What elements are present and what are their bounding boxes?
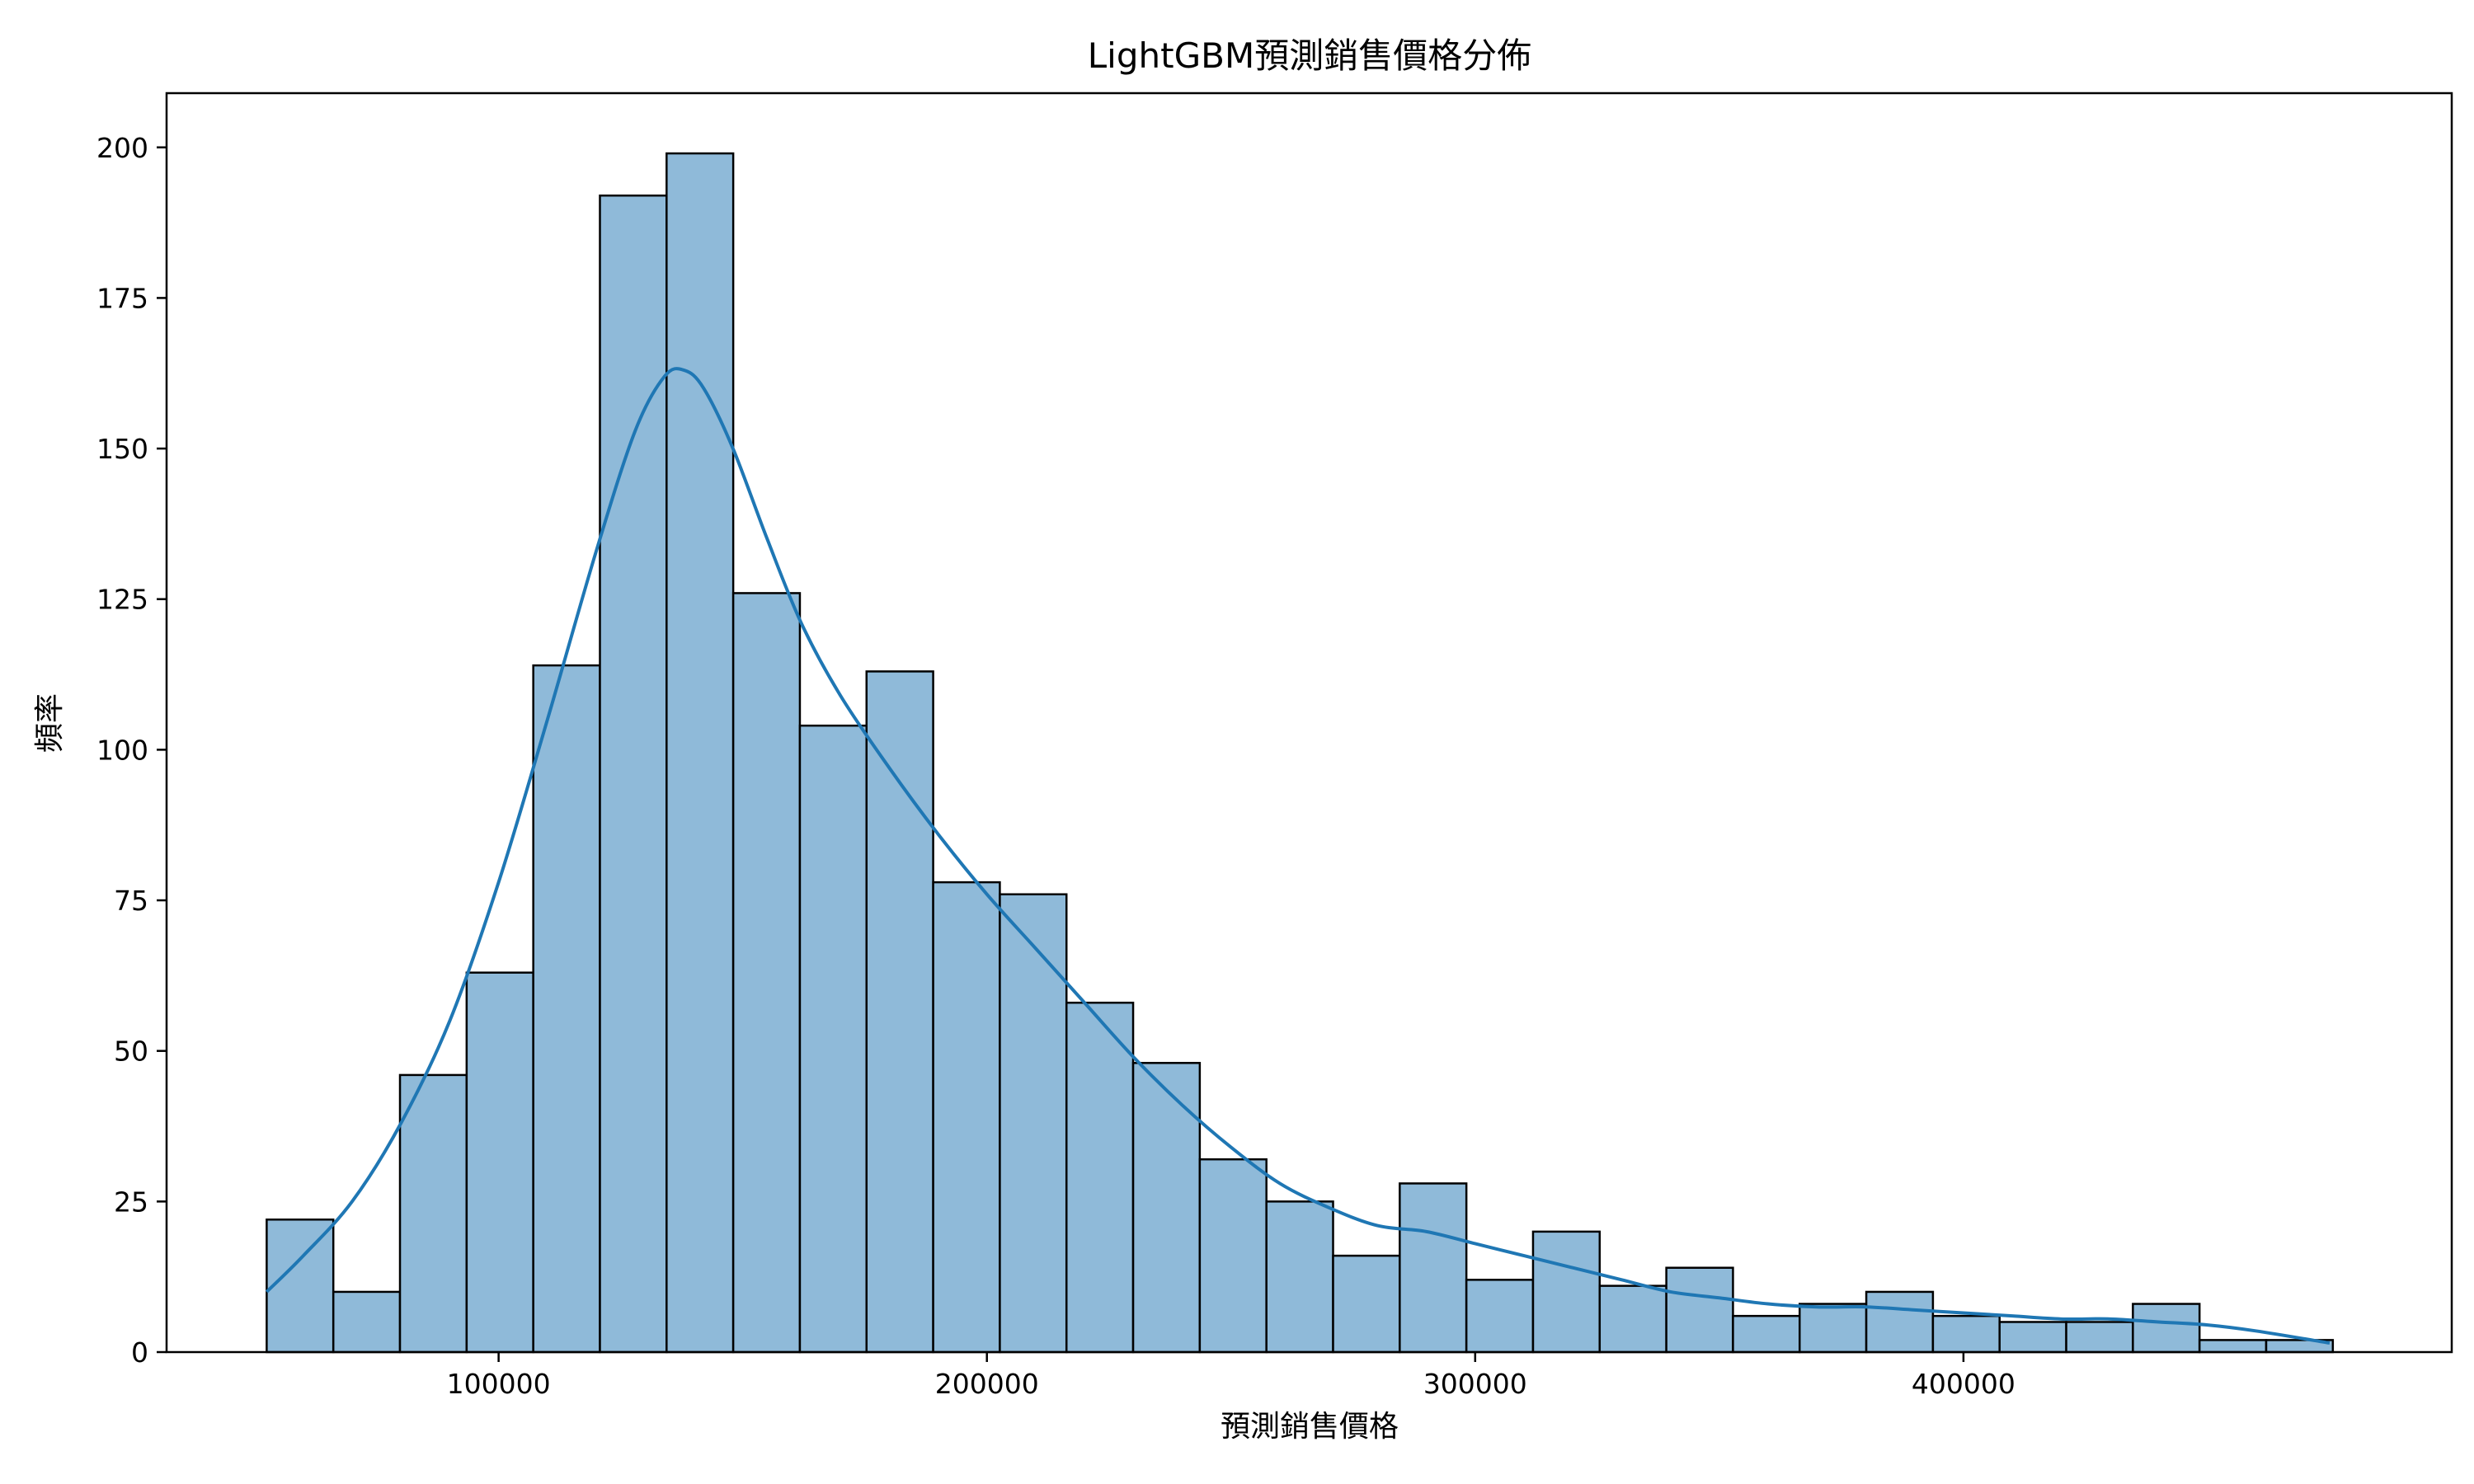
histogram-bar [1799,1303,1868,1354]
histogram-bar [1265,1200,1334,1354]
histogram-bar [599,194,668,1354]
y-tick-label: 25 [114,1186,148,1218]
histogram-bar [1065,1001,1135,1354]
x-axis-label: 預測銷售價格 [1221,1410,1399,1444]
histogram-bar [1465,1279,1535,1354]
histogram-bar [1931,1314,2001,1354]
histogram-bar [532,664,601,1354]
kde-group [265,367,2331,1345]
y-tick-label: 100 [96,734,148,766]
y-tick-label: 200 [96,132,148,164]
y-axis-label: 頻率 [33,693,67,753]
x-tick-label: 400000 [1912,1368,2015,1400]
histogram-bar [1531,1230,1602,1354]
y-tick-label: 125 [96,584,148,616]
x-axis: 100000 200000 300000 400000 [447,1352,2015,1400]
histogram-bar [465,971,534,1354]
histogram-bar [798,724,868,1354]
y-tick-label: 75 [114,885,148,917]
histogram-bar [1998,1321,2067,1354]
histogram-bar [1732,1314,1801,1354]
histogram-bar [932,881,1001,1354]
histogram-bar [999,893,1068,1354]
y-tick-label: 150 [96,433,148,465]
chart-title: LightGBM預測銷售價格分佈 [1088,35,1531,76]
histogram-bar [731,592,802,1354]
histogram-bar [2065,1321,2134,1354]
y-tick-label: 50 [114,1036,148,1068]
histogram-bar [1665,1266,1734,1354]
histogram-bar [1198,1158,1268,1354]
x-tick-label: 100000 [447,1368,551,1400]
histogram-bar [666,152,735,1354]
histogram-bar [1865,1290,1935,1354]
histogram-bar [266,1219,335,1354]
x-tick-label: 200000 [935,1368,1039,1400]
plot-frame [165,92,2453,1354]
histogram-bar [2132,1303,2201,1354]
histogram-bar [398,1073,468,1354]
y-tick-label: 175 [96,282,148,314]
y-axis: 0 25 50 75 100 125 150 175 200 [96,132,167,1369]
x-tick-label: 300000 [1423,1368,1527,1400]
histogram-bar [1598,1284,1667,1354]
bars-group [266,152,2335,1354]
y-tick-label: 0 [131,1336,148,1369]
histogram-bar [2198,1339,2268,1354]
histogram-bar [332,1290,402,1354]
histogram-bar [1399,1182,1468,1354]
histogram-bar [1332,1254,1401,1354]
histogram-bar [865,670,934,1354]
kde-line [265,367,2331,1345]
histogram-bar [1131,1062,1202,1354]
